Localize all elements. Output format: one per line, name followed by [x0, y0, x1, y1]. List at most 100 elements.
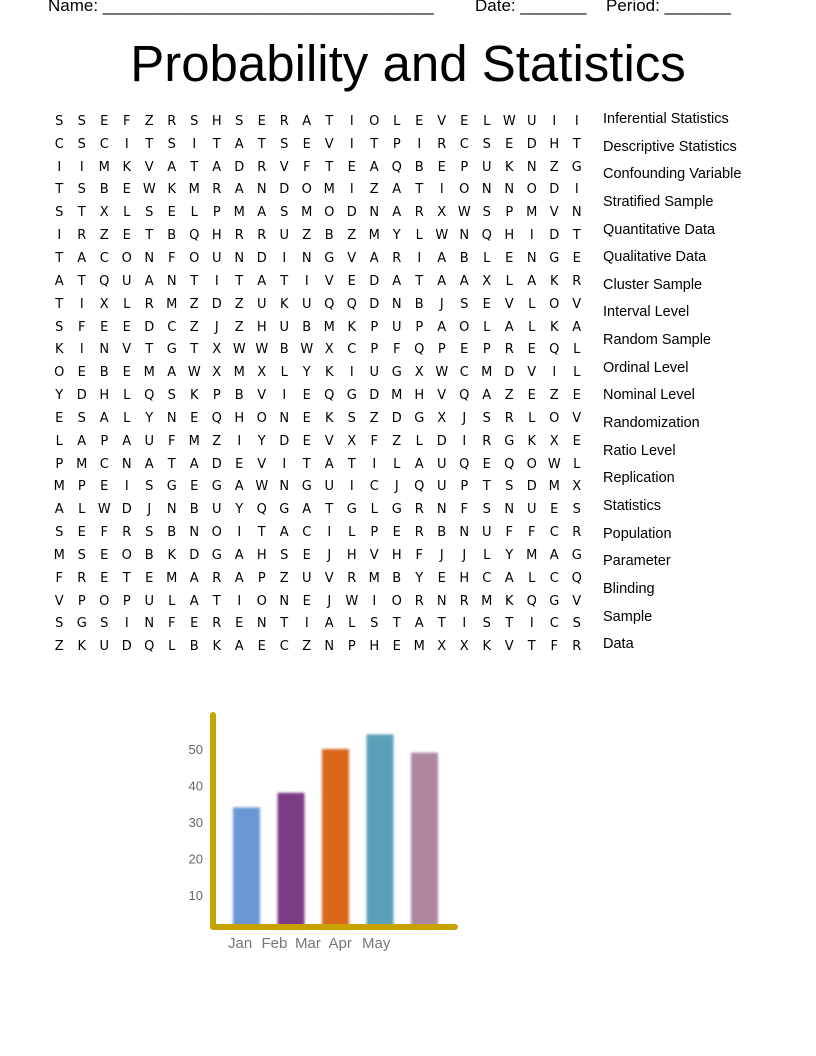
grid-letter: Z	[234, 296, 244, 312]
grid-letter: V	[324, 136, 334, 152]
grid-letter: I	[237, 525, 242, 541]
grid-letter: B	[167, 525, 177, 541]
grid-letter: U	[526, 502, 537, 518]
grid-letter: T	[55, 296, 64, 312]
grid-letter: K	[527, 433, 537, 449]
grid-letter: A	[302, 502, 312, 518]
grid-letter: I	[79, 296, 84, 312]
grid-letter: V	[324, 273, 334, 289]
grid-letter: U	[436, 456, 447, 472]
grid-letter: O	[459, 182, 470, 198]
grid-letter: F	[100, 525, 108, 541]
grid-letter: A	[437, 273, 447, 289]
grid-letter: I	[124, 136, 129, 152]
grid-letter: H	[459, 570, 470, 586]
grid-letter: E	[235, 456, 244, 472]
grid-letter: A	[54, 273, 64, 289]
grid-letter: M	[188, 182, 200, 198]
grid-letter: C	[167, 319, 177, 335]
grid-letter: G	[414, 410, 425, 426]
grid-letter: T	[122, 570, 131, 586]
grid-letter: V	[347, 250, 357, 266]
grid-letter: I	[282, 388, 287, 404]
grid-letter: E	[527, 388, 536, 404]
grid-letter: D	[76, 388, 87, 404]
grid-letter: V	[144, 159, 154, 175]
grid-letter: N	[459, 525, 470, 541]
grid-letter: S	[190, 113, 199, 129]
grid-letter: T	[302, 456, 311, 472]
grid-letter: A	[144, 273, 154, 289]
grid-letter: T	[370, 136, 379, 152]
grid-letter: B	[189, 639, 199, 655]
grid-letter: K	[347, 319, 357, 335]
grid-letter: I	[574, 113, 579, 129]
grid-letter: E	[145, 570, 154, 586]
grid-letter: N	[234, 250, 245, 266]
grid-letter: K	[212, 639, 222, 655]
grid-letter: E	[505, 136, 514, 152]
grid-letter: P	[77, 479, 86, 495]
grid-letter: F	[168, 616, 176, 632]
grid-letter: F	[168, 433, 176, 449]
grid-letter: E	[100, 319, 109, 335]
grid-letter: U	[301, 296, 312, 312]
grid-letter: E	[415, 113, 424, 129]
grid-letter: U	[256, 296, 267, 312]
grid-letter: Y	[145, 410, 154, 426]
x-tick-label: Feb	[262, 935, 288, 952]
grid-letter: R	[504, 342, 514, 358]
y-tick-label: 30	[189, 815, 203, 830]
grid-letter: A	[369, 250, 379, 266]
grid-letter: S	[55, 525, 64, 541]
grid-letter: I	[192, 136, 197, 152]
grid-letter: D	[369, 388, 380, 404]
grid-letter: S	[55, 205, 64, 221]
grid-letter: X	[212, 365, 222, 381]
word-list-item: Inferential Statistics	[603, 111, 729, 127]
grid-letter: M	[323, 319, 335, 335]
grid-letter: U	[211, 250, 222, 266]
grid-letter: Q	[414, 342, 425, 358]
grid-letter: M	[143, 365, 155, 381]
grid-letter: A	[234, 136, 244, 152]
grid-letter: X	[549, 433, 559, 449]
page-title: Probability and Statistics	[130, 35, 686, 92]
word-list-item: Replication	[603, 470, 675, 487]
grid-letter: L	[370, 502, 378, 518]
grid-letter: J	[327, 547, 332, 563]
grid-letter: I	[529, 616, 534, 632]
grid-letter: L	[348, 525, 356, 541]
grid-letter: I	[439, 182, 444, 198]
grid-letter: F	[78, 319, 86, 335]
grid-letter: N	[166, 273, 177, 289]
grid-letter: Z	[279, 570, 289, 586]
grid-letter: W	[255, 479, 269, 495]
grid-letter: Z	[369, 410, 379, 426]
grid-letter: Z	[369, 182, 379, 198]
grid-letter: W	[232, 342, 246, 358]
grid-letter: D	[504, 365, 515, 381]
grid-letter: K	[549, 319, 559, 335]
grid-letter: E	[100, 570, 109, 586]
grid-letter: L	[528, 410, 536, 426]
grid-letter: L	[123, 410, 131, 426]
grid-letter: F	[460, 502, 468, 518]
grid-letter: H	[256, 319, 267, 335]
grid-letter: I	[282, 250, 287, 266]
bar-jan	[233, 807, 260, 929]
grid-letter: T	[257, 525, 266, 541]
grid-letter: A	[414, 616, 424, 632]
grid-letter: J	[394, 479, 399, 495]
grid-letter: S	[482, 616, 491, 632]
grid-letter: W	[457, 205, 471, 221]
grid-letter: T	[482, 479, 491, 495]
grid-letter: M	[301, 205, 313, 221]
grid-letter: I	[417, 136, 422, 152]
word-list-item: Parameter	[603, 553, 671, 570]
grid-letter: Z	[212, 433, 222, 449]
grid-letter: N	[459, 228, 470, 244]
grid-letter: A	[459, 273, 469, 289]
grid-letter: Q	[391, 159, 402, 175]
grid-letter: H	[256, 547, 267, 563]
